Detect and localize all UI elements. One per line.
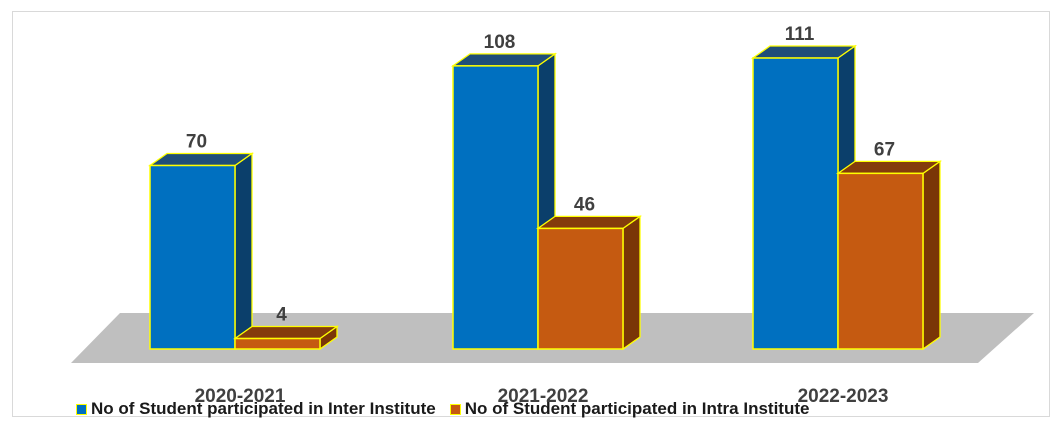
category-label-2021-2022: 2021-2022 [498,386,589,407]
bar-2022-2023-s0 [752,57,839,350]
legend-item-inter: No of Student participated in Inter Inst… [76,399,436,419]
data-label-2020-2021-s0: 70 [186,131,207,152]
legend-item-intra: No of Student participated in Intra Inst… [449,399,810,419]
legend: No of Student participated in Inter Inst… [76,399,823,419]
bar-2020-2021-s0-side [234,152,253,351]
bar-2020-2021-s1-top [232,325,340,340]
bar-2022-2023-s1-side [922,160,941,351]
bar-2020-2021-s0 [149,164,236,350]
bar-2020-2021-s0-top [147,152,255,167]
bar-2022-2023-s1 [837,172,924,350]
bar-2022-2023-s0-top [750,45,858,59]
data-label-2021-2022-s1: 46 [574,194,595,215]
bar-2021-2022-s1-top [535,215,643,230]
category-label-2022-2023: 2022-2023 [798,386,889,407]
bar-2020-2021-s1 [234,337,321,350]
legend-swatch-intra [449,403,461,415]
category-label-2020-2021: 2020-2021 [195,386,286,407]
bars-group [147,44,943,351]
bar-2021-2022-s1-side [622,215,641,351]
legend-label-inter: No of Student participated in Inter Inst… [91,399,436,418]
bar-2021-2022-s0 [452,65,539,350]
legend-swatch-inter [76,403,87,415]
legend-label-intra: No of Student participated in Intra Inst… [464,399,810,418]
labels-group: 70 4 2020-2021 108 46 2021-2022 111 67 2022-2023 [186,24,895,407]
data-label-2021-2022-s0: 108 [484,32,516,53]
data-label-2020-2021-s1: 4 [276,305,287,326]
data-label-2022-2023-s0: 111 [785,24,815,45]
bar-2021-2022-s0-top [450,53,558,67]
bar-2021-2022-s1 [537,227,624,350]
bar-2022-2023-s1-top [835,160,943,175]
data-label-2022-2023-s1: 67 [874,139,895,160]
